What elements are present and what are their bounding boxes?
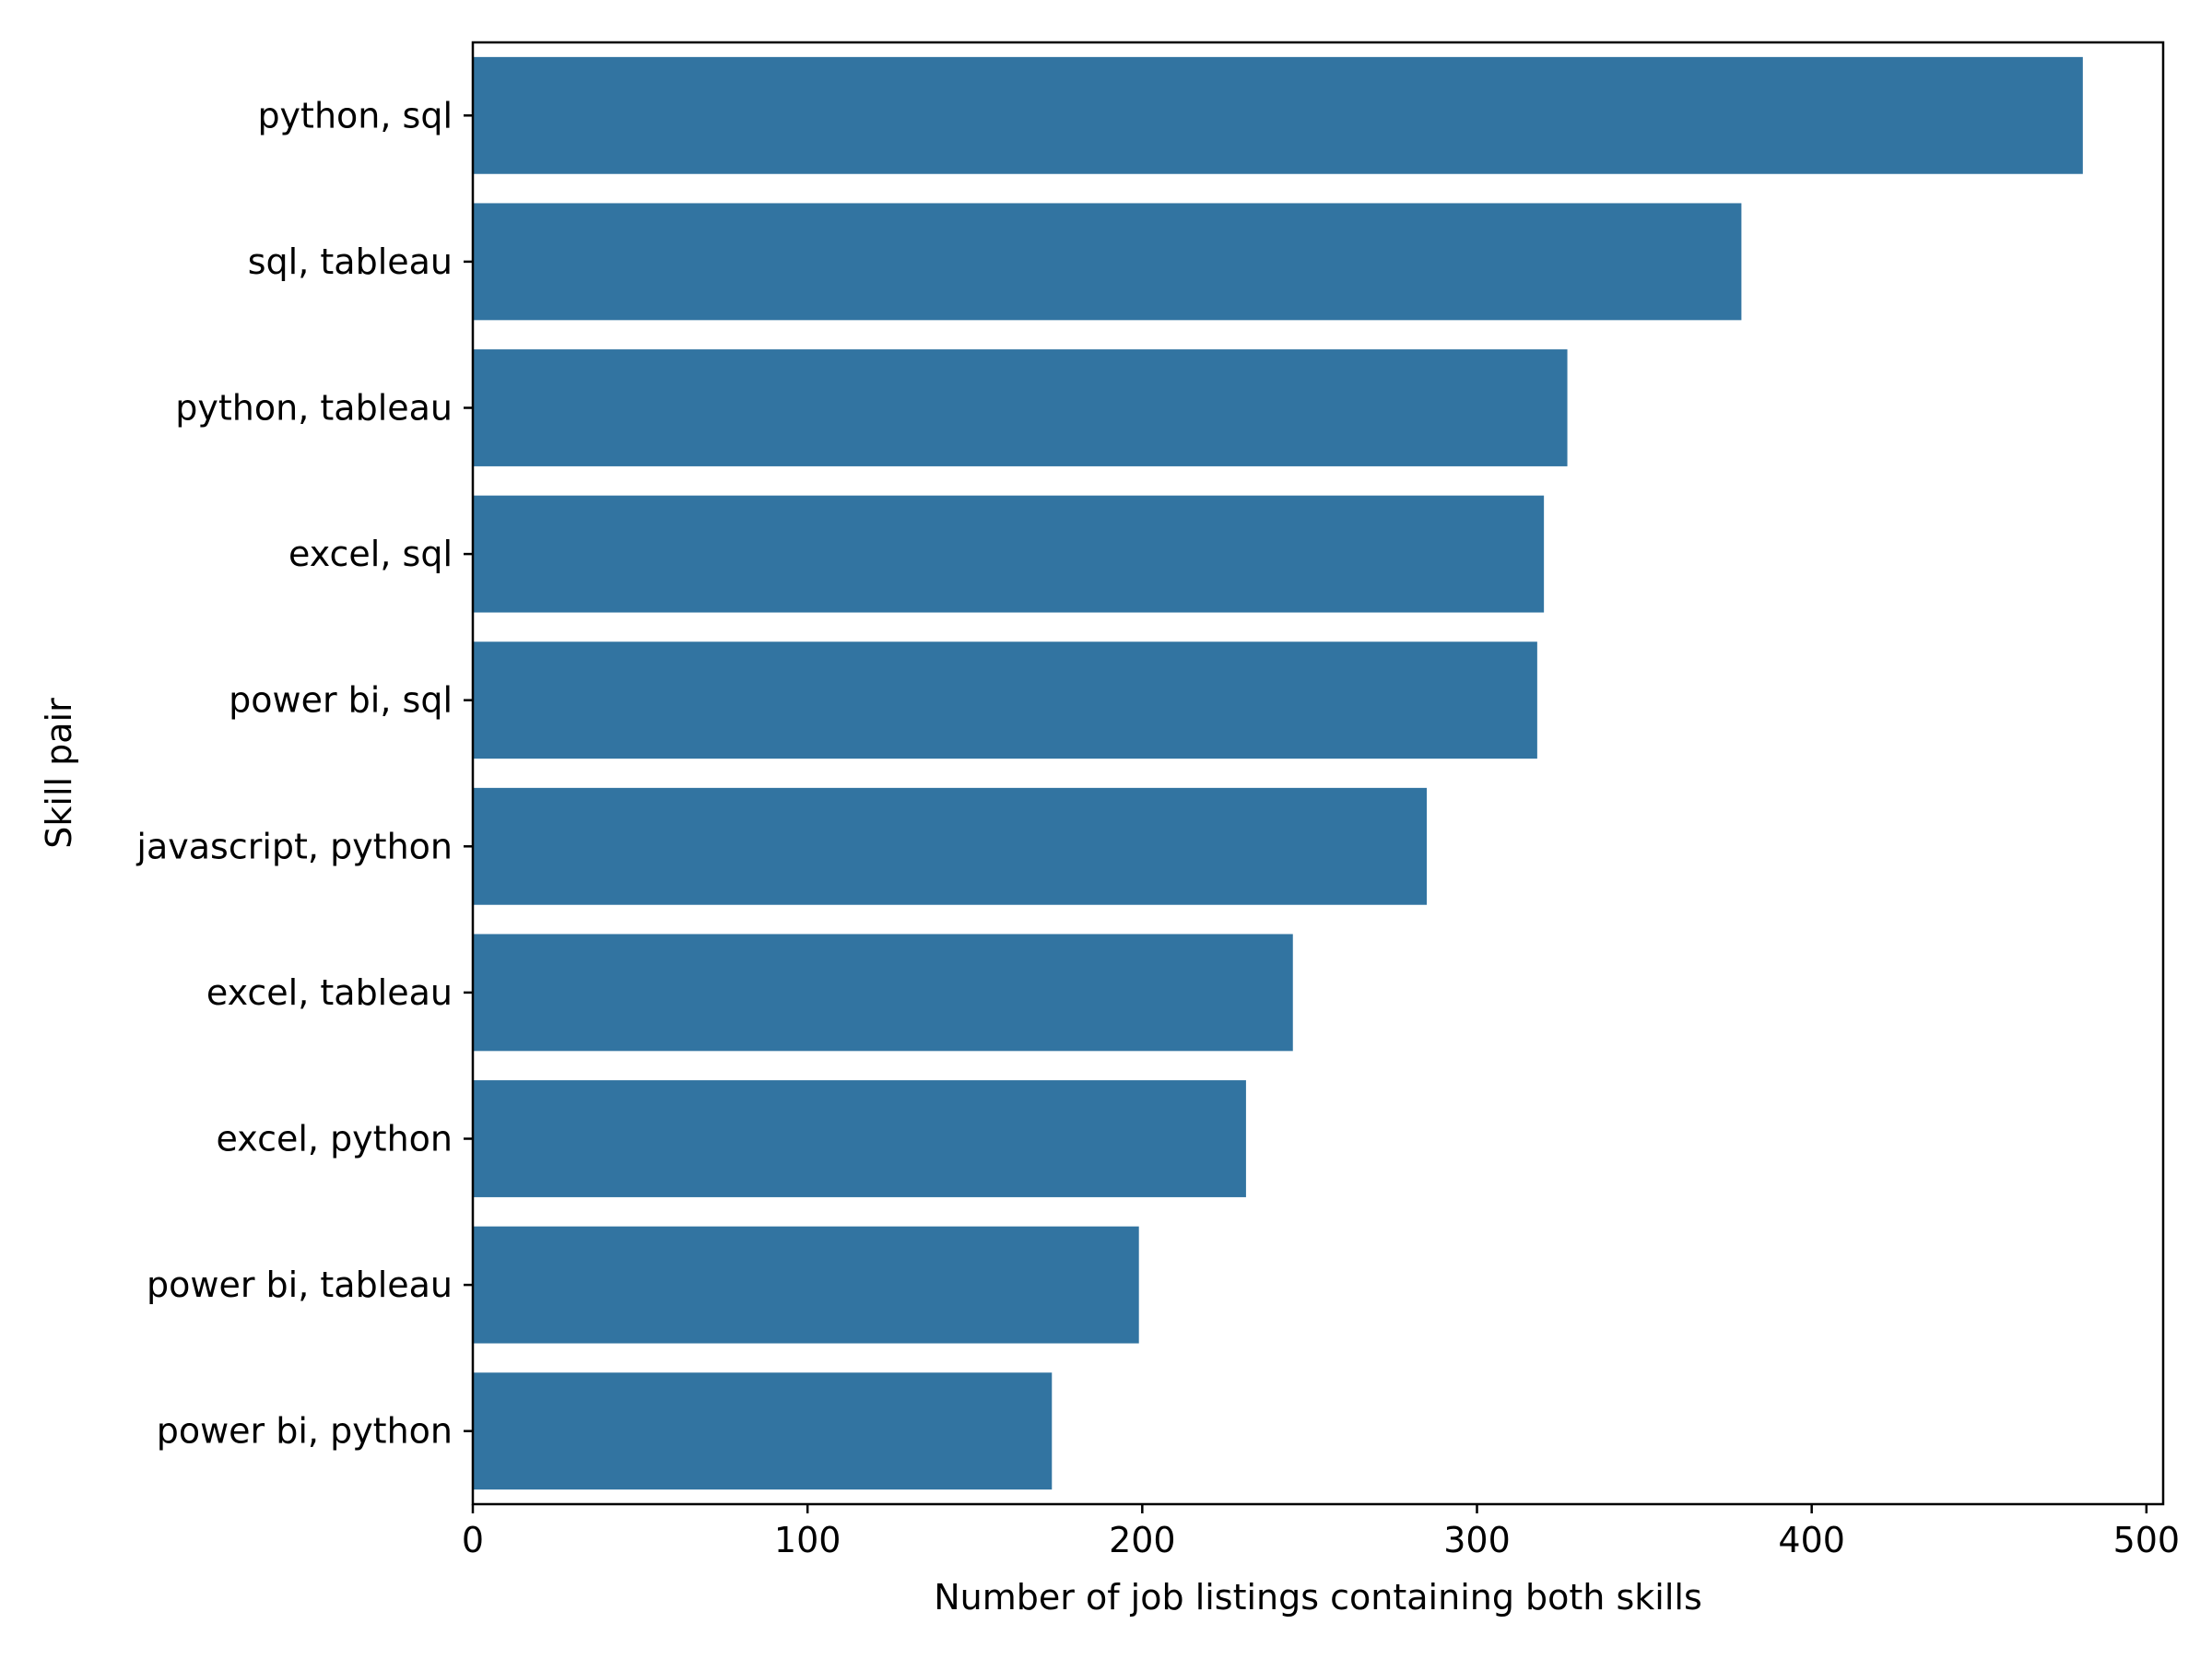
y-axis-ticks: python, sql sql, tableau python, tableau ex… xyxy=(135,95,473,1452)
bar xyxy=(473,934,1293,1052)
x-tick-label: 200 xyxy=(1109,1520,1176,1560)
bars-layer xyxy=(473,56,2083,1490)
x-axis-title: Number of job listings containing both s… xyxy=(934,1577,1702,1618)
bar xyxy=(473,641,1537,759)
y-tick-label: power bi, tableau xyxy=(147,1265,453,1305)
y-tick-label: excel, tableau xyxy=(206,972,453,1013)
x-axis-ticks: 0 100 200 300 400 500 xyxy=(462,1504,2180,1560)
bar xyxy=(473,56,2083,174)
y-tick-label: excel, python xyxy=(217,1119,453,1159)
bar xyxy=(473,495,1545,613)
y-tick-label: excel, sql xyxy=(288,534,453,574)
x-tick-label: 100 xyxy=(774,1520,841,1560)
bar xyxy=(473,1080,1246,1197)
bar xyxy=(473,1372,1053,1490)
x-tick-label: 0 xyxy=(462,1520,484,1560)
y-tick-label: power bi, sql xyxy=(229,680,453,721)
plot-frame xyxy=(471,41,2165,1506)
bar xyxy=(473,349,1568,466)
bar xyxy=(473,1226,1139,1344)
x-tick-label: 500 xyxy=(2113,1520,2181,1560)
y-tick-label: python, sql xyxy=(257,95,453,135)
y-tick-label: power bi, python xyxy=(157,1411,453,1452)
bar xyxy=(473,203,1742,321)
bar xyxy=(473,787,1428,905)
x-tick-label: 400 xyxy=(1778,1520,1845,1560)
y-axis-title: Skill pair xyxy=(39,698,79,849)
y-tick-label: javascript, python xyxy=(135,826,453,866)
x-tick-label: 300 xyxy=(1443,1520,1511,1560)
y-tick-label: python, tableau xyxy=(175,388,453,429)
y-tick-label: sql, tableau xyxy=(248,241,453,282)
